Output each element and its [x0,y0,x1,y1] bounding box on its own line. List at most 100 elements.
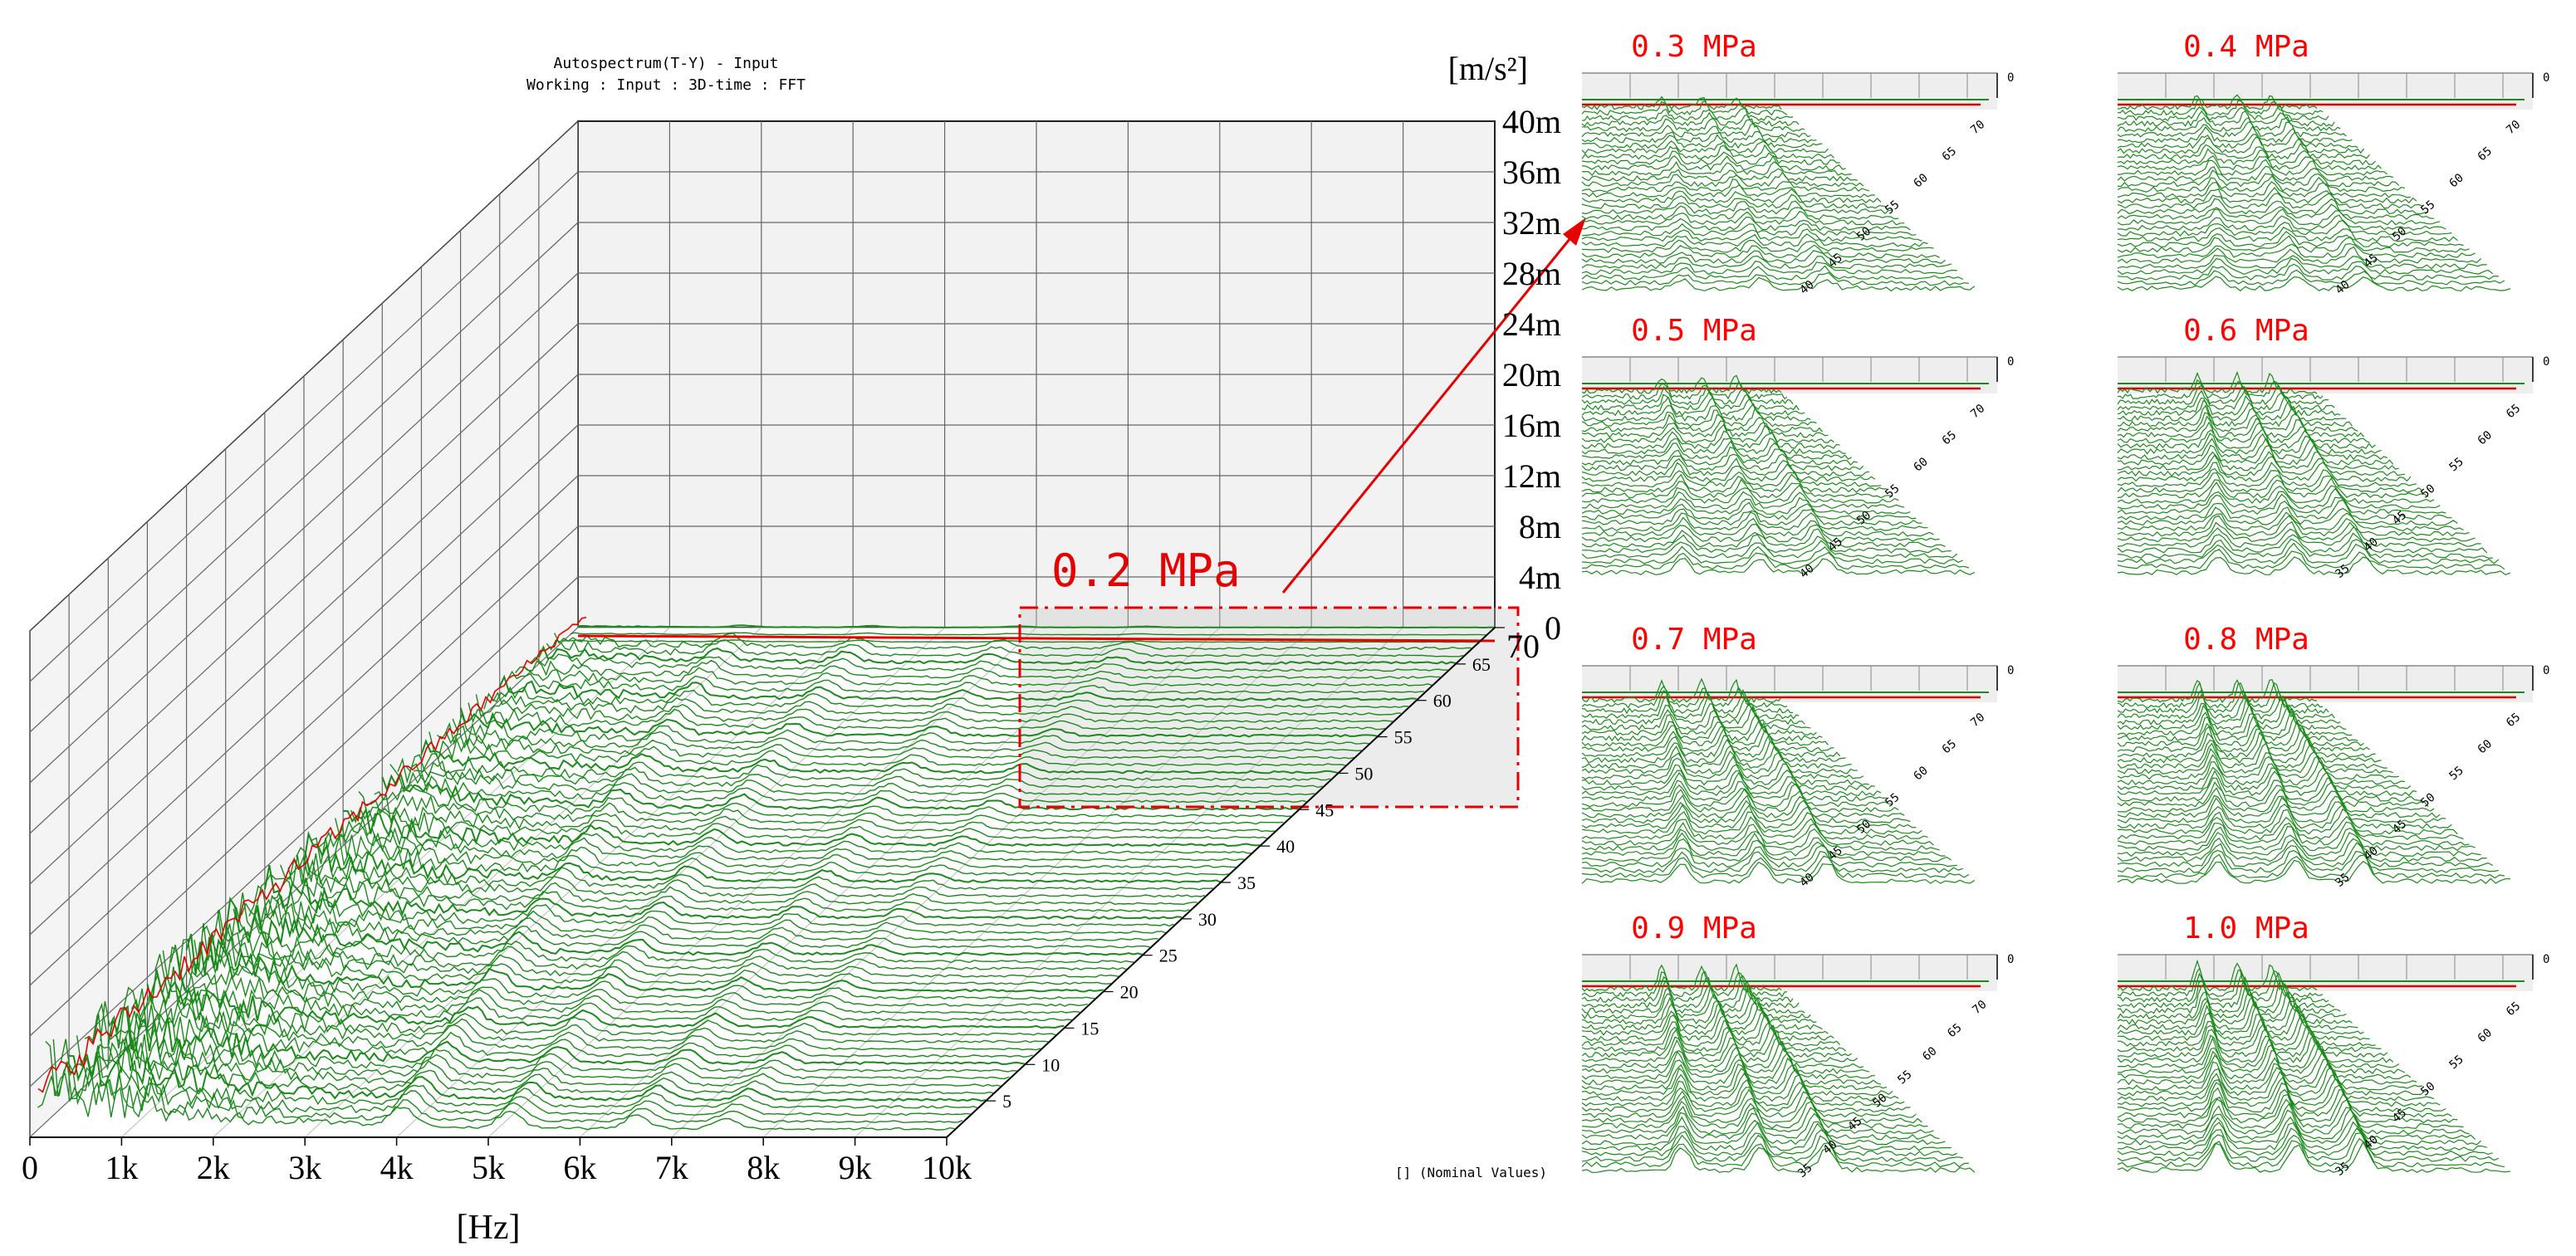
z-tick-label: 30 [1198,909,1217,930]
small-series-trace [1581,755,1864,780]
small-series-trace [1581,822,1934,846]
small-series-trace [2117,1054,2417,1086]
small-traces [2117,94,2511,292]
series-trace [381,771,1300,811]
reference-line [577,634,1496,643]
small-series-trace [1581,178,1870,193]
callout-label: 0.2 MPa [1051,545,1241,597]
small-series-trace [1581,171,1864,188]
small-y-tick: 0 [2007,71,2014,85]
series-trace [452,711,1370,745]
small-series-trace [2117,999,2358,1030]
small-y-tick: 0 [2007,953,2014,966]
small-z-tick-label: 50 [2418,481,2437,501]
small-z-tick-label: 45 [2362,252,2381,271]
small-z-tick-label: 65 [2504,999,2523,1019]
small-series-trace [1581,714,1817,736]
small-z-tick-label: 40 [1820,1138,1839,1157]
small-z-tick-label: 35 [2333,871,2352,890]
small-series-trace [1581,1142,1969,1168]
small-series-trace [2117,766,2412,791]
small-series-trace [1581,844,1957,868]
small-series-trace [1581,457,1870,476]
small-series-trace [2117,454,2405,477]
small-series-trace [2117,1076,2441,1107]
small-series-trace [2117,219,2452,237]
small-series-trace [2117,692,2335,720]
series-trace [224,896,1143,956]
small-back-wall [2118,666,2533,702]
z-tick-label: 20 [1120,982,1139,1003]
series-trace [397,757,1315,796]
y-tick-label: 40m [1502,103,1561,140]
small-series-trace [2117,736,2382,764]
small-series-trace [1581,1134,1963,1162]
small-z-tick-label: 55 [2447,455,2466,474]
small-series-trace [1581,799,1911,824]
small-series-trace [2117,1137,2505,1168]
series-trace [69,1044,987,1102]
small-series-trace [1581,228,1922,242]
z-tick-label: 25 [1159,946,1178,966]
small-series-trace [2117,110,2335,127]
series-trace [107,1007,1026,1066]
small-z-tick-label: 60 [2476,428,2495,447]
small-series-trace [2117,481,2435,505]
small-series-trace [1581,534,1952,554]
small-series-trace [2117,770,2417,797]
series-trace [374,784,1291,818]
small-series-trace [1581,832,1946,857]
small-series-trace [2117,711,2353,736]
small-series-trace [2117,169,2400,188]
small-series-trace [2118,1082,2446,1113]
small-z-tick-label: 65 [2476,144,2495,164]
small-z-tick-label: 65 [2504,402,2523,421]
small-series-trace [1581,108,1794,121]
grid-line [29,272,579,784]
series-trace [240,898,1158,941]
small-series-trace [1581,437,1846,455]
small-z-tick-label: 45 [2390,509,2409,528]
small-series-trace [2117,549,2505,570]
small-series-trace [2117,254,2487,270]
x-tick-label: 5k [472,1149,505,1186]
series-trace [162,946,1080,1014]
small-series-trace [1581,496,1911,516]
small-series-trace [2117,760,2405,785]
small-series-trace [2117,1004,2364,1036]
small-series-trace [2117,803,2452,829]
small-series-trace [1581,441,1852,460]
z-axis-line [946,627,1496,1138]
small-series-trace [2117,1070,2435,1102]
small-series-trace [1581,1122,1952,1151]
small-series-trace [1581,265,1964,281]
small-series-trace [1581,118,1805,133]
small-series-trace [2117,520,2476,543]
small-series-trace [2117,227,2458,242]
small-series-trace [1581,1116,1946,1146]
x-tick-label: 9k [839,1149,872,1186]
x-tick-label: 1k [105,1149,138,1186]
small-series-trace [2117,726,2370,753]
small-series-trace [1581,523,1940,543]
series-trace [272,863,1190,912]
series-trace [413,752,1331,781]
small-y-tick: 0 [2543,953,2549,966]
small-series-trace [1582,470,1882,488]
small-series-trace [2117,1087,2452,1119]
small-series-trace [2117,525,2481,548]
small-series-trace [1581,1007,1829,1036]
small-chart-title: 0.4 MPa [2183,30,2309,64]
series-trace [217,907,1135,964]
small-series-trace [1581,244,1940,259]
small-series-trace [1581,1129,1958,1157]
z-tick-label: 40 [1276,836,1295,857]
series-trace [366,794,1284,825]
x-tick-label: 8k [747,1149,780,1186]
small-series-trace [1581,210,1905,226]
small-z-tick-label: 55 [1883,481,1902,501]
small-z-tick-label: 50 [1870,1092,1889,1111]
small-series-trace [2117,1061,2423,1091]
small-y-tick: 0 [2007,355,2014,369]
